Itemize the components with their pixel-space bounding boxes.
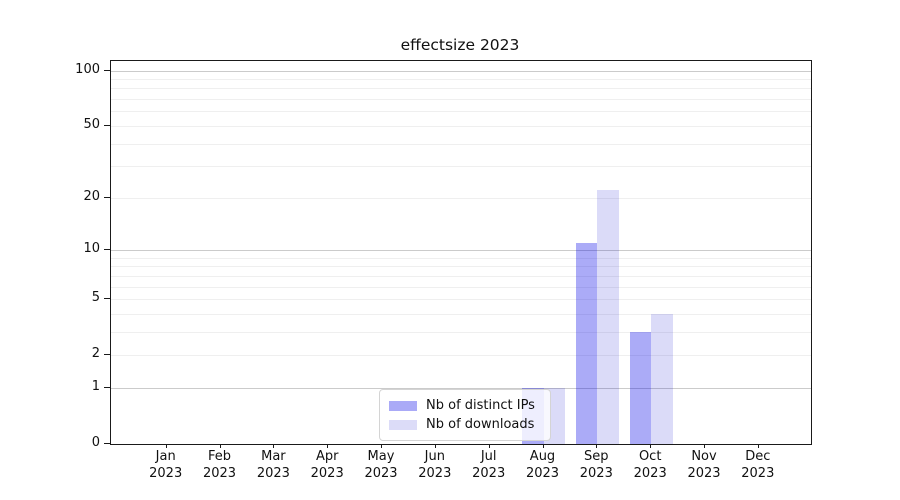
x-tick-label: Jul 2023 — [472, 449, 506, 481]
x-tick-label: Sep 2023 — [579, 449, 613, 481]
legend-item: Nb of downloads — [389, 415, 541, 434]
y-tick-label: 50 — [83, 116, 100, 132]
x-tick-mark — [757, 444, 759, 448]
gridline-major — [111, 250, 811, 251]
gridline-minor — [111, 313, 811, 315]
legend: Nb of distinct IPs Nb of downloads — [379, 389, 551, 441]
x-tick-mark — [596, 444, 598, 448]
gridline-minor — [111, 275, 811, 277]
gridline-minor — [111, 79, 811, 80]
y-tick-label: 2 — [91, 346, 100, 362]
y-tick-mark — [104, 69, 110, 71]
legend-swatch-distinct-ips — [389, 400, 417, 411]
gridline-minor — [111, 331, 811, 333]
legend-label: Nb of distinct IPs — [426, 398, 535, 413]
x-tick-label: Nov 2023 — [687, 449, 721, 481]
x-tick-mark — [542, 444, 544, 448]
y-tick-mark — [104, 196, 110, 198]
y-tick-label: 10 — [83, 241, 100, 256]
x-tick-label: Oct 2023 — [633, 449, 667, 481]
bar-distinct-ips-oct-2023 — [629, 331, 652, 444]
y-tick-mark — [104, 354, 110, 356]
x-tick-label: Jan 2023 — [149, 449, 183, 481]
x-tick-mark — [704, 444, 705, 448]
gridline-minor — [111, 266, 811, 268]
x-tick-mark — [650, 444, 652, 448]
gridline-minor — [111, 99, 811, 101]
bar-downloads-oct-2023 — [651, 313, 673, 444]
gridline-minor — [111, 257, 811, 259]
gridline-minor — [111, 286, 811, 288]
y-tick-label: 5 — [91, 290, 100, 305]
y-tick-mark — [104, 443, 110, 444]
gridline-minor — [111, 111, 811, 113]
gridline-major — [111, 387, 811, 389]
x-tick-label: Feb 2023 — [202, 449, 237, 481]
y-tick-mark — [104, 249, 110, 250]
gridline-minor — [111, 125, 811, 127]
plot-area: Nb of distinct IPs Nb of downloads — [110, 60, 812, 445]
x-tick-label: Apr 2023 — [310, 449, 344, 481]
gridline-minor — [111, 166, 811, 168]
legend-label: Nb of downloads — [426, 417, 535, 432]
x-tick-mark — [327, 444, 329, 448]
x-tick-label: Dec 2023 — [741, 449, 775, 481]
x-tick-mark — [273, 444, 275, 448]
gridline-minor — [111, 143, 811, 145]
y-tick-label: 100 — [75, 61, 100, 77]
x-tick-mark — [434, 444, 436, 448]
x-tick-mark — [381, 444, 382, 448]
y-tick-mark — [104, 298, 110, 299]
gridline-minor — [111, 299, 811, 300]
y-tick-label: 1 — [91, 378, 100, 394]
gridline-minor — [111, 197, 811, 199]
legend-item: Nb of distinct IPs — [389, 396, 541, 415]
x-tick-label: May 2023 — [364, 449, 398, 481]
y-tick-label: 20 — [83, 188, 100, 204]
y-tick-mark — [104, 386, 110, 388]
gridline-minor — [111, 88, 811, 90]
chart-title: effectsize 2023 — [400, 36, 520, 54]
y-tick-label: 0 — [91, 435, 100, 450]
y-tick-mark — [104, 124, 110, 126]
x-tick-label: Jun 2023 — [418, 449, 452, 481]
x-tick-mark — [488, 444, 490, 448]
legend-swatch-downloads — [389, 419, 417, 430]
gridline-major — [111, 70, 811, 72]
x-tick-mark — [165, 444, 167, 448]
x-tick-mark — [219, 444, 221, 448]
gridline-minor — [111, 355, 811, 357]
bar-distinct-ips-sep-2023 — [575, 242, 598, 444]
x-tick-label: Mar 2023 — [256, 449, 290, 481]
x-tick-label: Aug 2023 — [525, 449, 560, 481]
bar-downloads-sep-2023 — [597, 190, 619, 444]
